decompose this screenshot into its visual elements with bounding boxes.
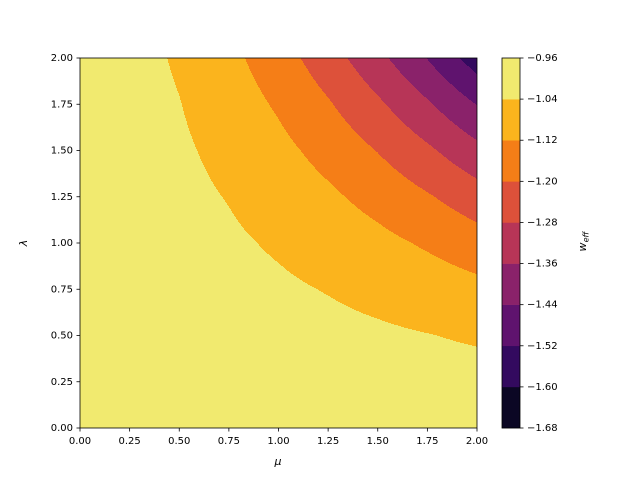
x-tick-label: 1.00 bbox=[267, 436, 289, 447]
contour-band bbox=[167, 58, 477, 348]
contour-band bbox=[389, 58, 477, 141]
colorbar-tick-label: −1.52 bbox=[527, 341, 558, 352]
y-tick-label: 1.25 bbox=[51, 192, 73, 203]
y-tick-label: 2.00 bbox=[51, 53, 73, 64]
colorbar-swatch bbox=[502, 304, 520, 347]
x-tick-label: 0.50 bbox=[168, 436, 190, 447]
colorbar-label: w bbox=[576, 243, 589, 252]
colorbar-tick-label: −1.44 bbox=[527, 300, 558, 311]
colorbar-tick-label: −1.36 bbox=[527, 259, 558, 270]
x-tick-label: 0.00 bbox=[69, 436, 91, 447]
contour-band bbox=[427, 58, 477, 106]
contour-area bbox=[80, 58, 477, 429]
colorbar-tick-label: −1.28 bbox=[527, 217, 558, 228]
colorbar-swatch bbox=[502, 181, 520, 223]
colorbar-tick-label: −1.60 bbox=[527, 382, 558, 393]
colorbar-swatch bbox=[502, 263, 520, 305]
x-axis-label: μ bbox=[274, 455, 282, 468]
colorbar-label-subscript: eff bbox=[582, 230, 591, 242]
x-tick-label: 0.75 bbox=[218, 436, 240, 447]
colorbar-tick-label: −1.12 bbox=[527, 135, 558, 146]
y-tick-label: 1.75 bbox=[51, 99, 73, 110]
colorbar bbox=[502, 58, 520, 429]
colorbar-tick-label: −1.68 bbox=[527, 423, 558, 434]
colorbar-frame bbox=[501, 57, 521, 429]
y-tick-label: 1.00 bbox=[51, 238, 73, 249]
y-tick-label: 0.00 bbox=[51, 423, 73, 434]
colorbar-swatch bbox=[502, 58, 520, 100]
y-axis-label: λ bbox=[17, 240, 30, 248]
y-tick-label: 0.50 bbox=[51, 331, 73, 342]
contour-band bbox=[348, 58, 477, 180]
contour-band bbox=[301, 58, 477, 223]
contour-band bbox=[245, 58, 477, 275]
x-tick-label: 0.25 bbox=[118, 436, 140, 447]
colorbar-tick-label: −0.96 bbox=[527, 53, 558, 64]
y-tick-label: 1.50 bbox=[51, 146, 73, 157]
colorbar-swatch bbox=[502, 140, 520, 182]
colorbar-tick-label: −1.20 bbox=[527, 176, 558, 187]
x-tick-label: 1.50 bbox=[367, 436, 389, 447]
x-tick-label: 2.00 bbox=[466, 436, 488, 447]
colorbar-tick-label: −1.04 bbox=[527, 94, 558, 105]
y-tick-label: 0.75 bbox=[51, 284, 73, 295]
colorbar-swatch bbox=[502, 99, 520, 141]
colorbar-swatch bbox=[502, 222, 520, 264]
y-tick-label: 0.25 bbox=[51, 377, 73, 388]
colorbar-swatch bbox=[502, 386, 520, 429]
x-tick-label: 1.25 bbox=[317, 436, 339, 447]
colorbar-swatch bbox=[502, 345, 520, 388]
contour-band bbox=[80, 58, 477, 429]
x-tick-label: 1.75 bbox=[416, 436, 438, 447]
